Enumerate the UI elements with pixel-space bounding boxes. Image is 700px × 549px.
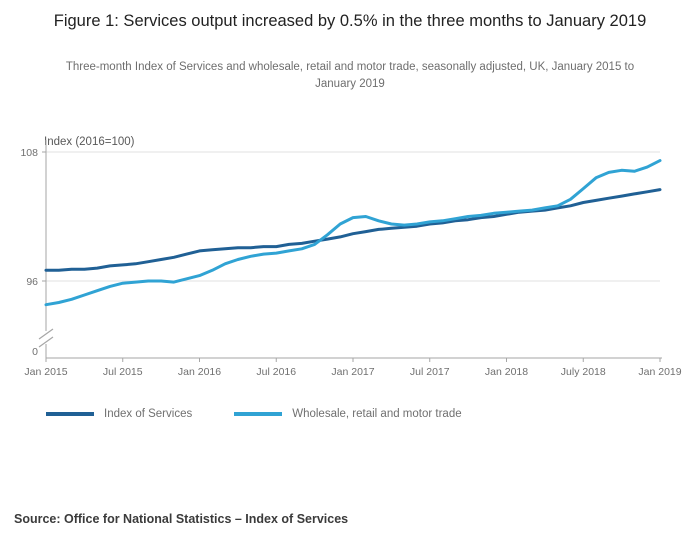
x-tick-label: Jan 2018 [485, 366, 528, 378]
legend-swatch-index-of-services [46, 412, 94, 416]
legend-swatch-wholesale-retail-motor [234, 412, 283, 416]
x-tick-label: July 2018 [561, 366, 606, 378]
series-line-0 [44, 188, 662, 272]
x-tick-label: Jul 2015 [103, 366, 143, 378]
x-tick-label: Jan 2019 [638, 366, 681, 378]
series-line-1 [44, 159, 662, 307]
x-tick-label: Jan 2016 [178, 366, 221, 378]
y-tick-label-96: 96 [26, 276, 38, 288]
legend-item-index-of-services: Index of Services [46, 408, 192, 420]
y-axis-break-slash [38, 336, 54, 348]
figure-subtitle: Three-month Index of Services and wholes… [65, 61, 635, 90]
y-axis-title: Index (2016=100) [44, 136, 135, 148]
source-attribution: Source: Office for National Statistics –… [14, 512, 349, 526]
y-tick-label-108: 108 [20, 147, 38, 159]
x-tick-label: Jul 2017 [410, 366, 450, 378]
line-chart: Index (2016=100) 108 96 0 Jan 2015 Jul 2015 Ja… [20, 136, 681, 378]
legend-label-index-of-services: Index of Services [104, 408, 193, 420]
legend-label-wholesale-retail-motor: Wholesale, retail and motor trade [292, 408, 462, 420]
x-tick-label: Jan 2017 [331, 366, 374, 378]
legend-item-wholesale-retail-motor: Wholesale, retail and motor trade [234, 408, 462, 420]
chart-legend: Index of Services Wholesale, retail and … [46, 408, 504, 420]
figure-title: Figure 1: Services output increased by 0… [53, 12, 647, 30]
y-tick-label-0: 0 [32, 346, 38, 358]
x-tick-label: Jan 2015 [24, 366, 67, 378]
y-axis-break-slash [38, 328, 54, 340]
y-axis-break-gap [44, 331, 48, 344]
x-tick-label: Jul 2016 [256, 366, 296, 378]
